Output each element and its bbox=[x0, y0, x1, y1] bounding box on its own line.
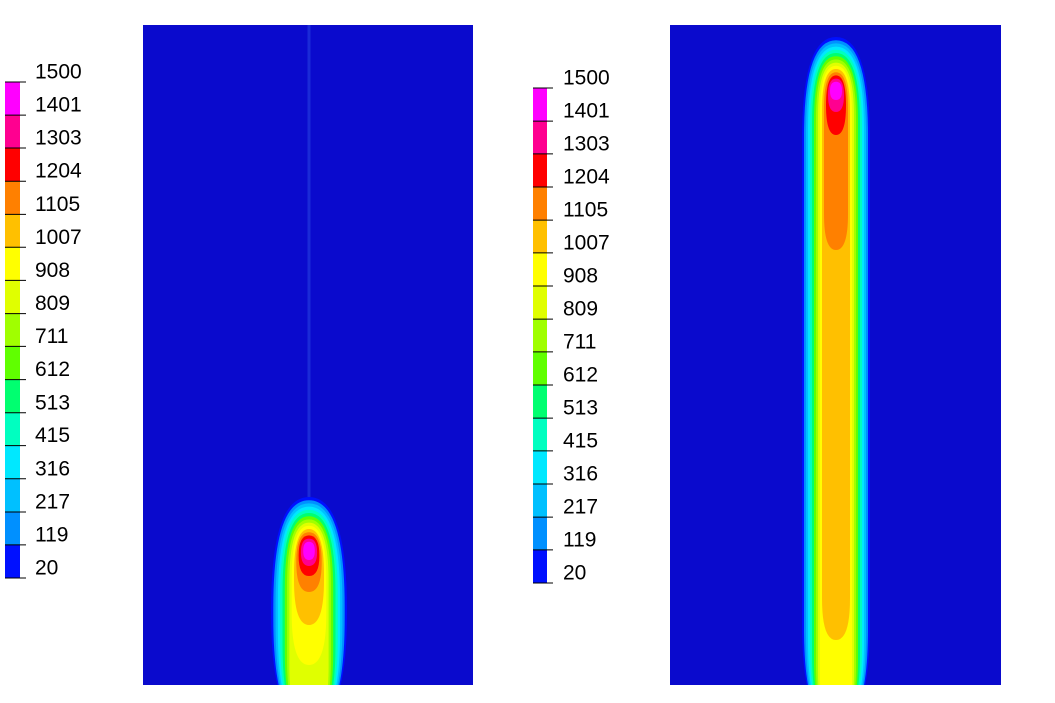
colorbar-label: 1401 bbox=[35, 94, 82, 117]
colorbar-label: 612 bbox=[563, 364, 598, 387]
colorbar-band bbox=[5, 379, 20, 413]
colorbar-band bbox=[5, 478, 20, 512]
colorbar-band bbox=[5, 280, 20, 314]
colorbar-label: 809 bbox=[563, 298, 598, 321]
colorbar-band bbox=[5, 544, 20, 578]
colorbar-label: 415 bbox=[563, 429, 598, 452]
colorbar-band bbox=[533, 187, 547, 221]
colorbar-band bbox=[533, 517, 547, 550]
colorbar-band bbox=[5, 313, 20, 347]
colorbar-band bbox=[5, 214, 20, 248]
colorbar-band bbox=[533, 220, 547, 253]
colorbar-label: 1204 bbox=[563, 166, 610, 189]
colorbar-band bbox=[5, 115, 20, 149]
colorbar-label: 809 bbox=[35, 292, 70, 315]
colorbar-band bbox=[533, 385, 547, 419]
colorbar-label: 513 bbox=[563, 397, 598, 420]
temperature-band bbox=[830, 81, 842, 100]
colorbar-label: 119 bbox=[35, 523, 68, 546]
plume bbox=[271, 497, 347, 685]
colorbar-label: 1500 bbox=[35, 61, 82, 84]
colorbar-label: 908 bbox=[563, 265, 598, 288]
colorbar-label: 217 bbox=[35, 491, 70, 514]
contour-plot bbox=[143, 25, 473, 685]
colorbar-label: 711 bbox=[563, 330, 596, 353]
colorbar: 20 119 217 316 415 513 612 711 809 908 1007 1105 120… bbox=[533, 67, 610, 585]
contour-plot bbox=[670, 25, 1001, 685]
colorbar-label: 1303 bbox=[35, 127, 82, 150]
plume bbox=[802, 37, 870, 685]
colorbar: 20 119 217 316 415 513 612 711 809 908 1007 1105 120… bbox=[5, 61, 82, 580]
colorbar-label: 1303 bbox=[563, 132, 610, 155]
colorbar-band bbox=[5, 412, 20, 446]
colorbar-band bbox=[5, 511, 20, 545]
colorbar-band bbox=[533, 418, 547, 451]
colorbar-band bbox=[533, 88, 547, 122]
colorbar-band bbox=[533, 549, 547, 583]
colorbar-label: 1204 bbox=[35, 160, 82, 183]
colorbar-band bbox=[533, 252, 547, 286]
colorbar-label: 1105 bbox=[35, 193, 80, 216]
colorbar-label: 612 bbox=[35, 358, 70, 381]
colorbar-label: 1500 bbox=[563, 67, 610, 90]
colorbar-band bbox=[533, 153, 547, 187]
colorbar-label: 217 bbox=[563, 496, 598, 519]
colorbar-band bbox=[5, 346, 20, 380]
colorbar-band bbox=[5, 247, 20, 281]
colorbar-label: 415 bbox=[35, 424, 70, 447]
colorbar-label: 1401 bbox=[563, 100, 610, 123]
colorbar-band bbox=[5, 181, 20, 215]
colorbar-label: 513 bbox=[35, 391, 70, 414]
colorbar-band bbox=[5, 82, 20, 116]
colorbar-label: 20 bbox=[563, 562, 586, 585]
colorbar-band bbox=[533, 286, 547, 320]
colorbar-band bbox=[5, 445, 20, 479]
colorbar-label: 119 bbox=[563, 528, 596, 551]
colorbar-label: 20 bbox=[35, 557, 58, 580]
colorbar-band bbox=[5, 148, 20, 182]
temperature-band bbox=[303, 541, 315, 560]
colorbar-label: 711 bbox=[35, 325, 68, 348]
colorbar-label: 1007 bbox=[563, 231, 610, 254]
colorbar-band bbox=[533, 351, 547, 385]
colorbar-label: 316 bbox=[35, 457, 70, 480]
colorbar-band bbox=[533, 319, 547, 352]
colorbar-label: 908 bbox=[35, 259, 70, 282]
colorbar-band bbox=[533, 121, 547, 154]
colorbar-band bbox=[533, 450, 547, 484]
colorbar-label: 1007 bbox=[35, 226, 82, 249]
colorbar-label: 316 bbox=[563, 463, 598, 486]
colorbar-label: 1105 bbox=[563, 199, 608, 222]
colorbar-band bbox=[533, 484, 547, 518]
